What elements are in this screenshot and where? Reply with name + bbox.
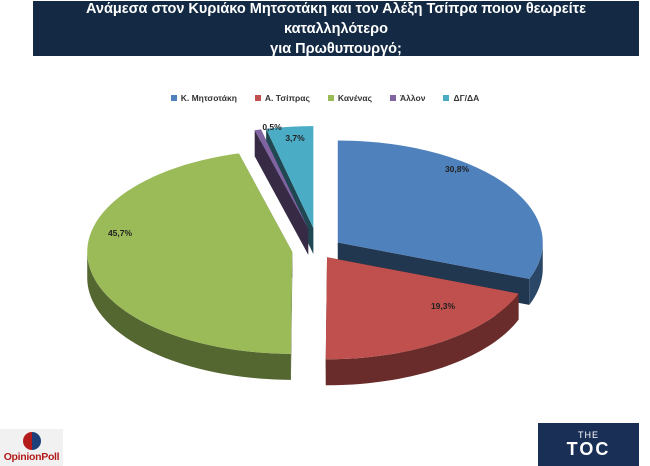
chart-legend: Κ. Μητσοτάκη Α. Τσίπρας Κανένας Άλλον ΔΓ/ΔΑ <box>0 93 650 103</box>
pie-slice-wall <box>290 251 293 380</box>
data-label: 30,8% <box>445 164 470 174</box>
data-label: 3,7% <box>285 133 305 143</box>
legend-swatch <box>390 95 397 101</box>
pie-slice-top <box>325 257 519 360</box>
legend-item: Άλλον <box>390 93 425 103</box>
legend-label: Κ. Μητσοτάκη <box>180 93 237 103</box>
legend-item: ΔΓ/ΔΑ <box>443 93 479 103</box>
pie-slice-top <box>87 153 293 354</box>
data-label: 0,5% <box>262 122 282 132</box>
title-banner: Ανάμεσα στον Κυριάκο Μητσοτάκη και τον Α… <box>33 0 639 57</box>
data-label: 19,3% <box>431 301 456 311</box>
data-label: 45,7% <box>108 228 133 238</box>
pie-slice-top <box>266 126 314 229</box>
opinionpoll-logo-text: OpinionPoll <box>3 451 60 463</box>
pie-slice-top <box>254 129 309 229</box>
legend-item: Κ. Μητσοτάκη <box>170 93 237 103</box>
pie-slice-rim <box>325 293 519 386</box>
opinionpoll-logo-icon <box>23 432 41 450</box>
pie-slice-rim <box>529 242 543 305</box>
the-toc-logo-small: THE <box>578 430 599 440</box>
legend-label: Κανένας <box>337 93 373 103</box>
chart-title: Ανάμεσα στον Κυριάκο Μητσοτάκη και τον Α… <box>85 0 587 57</box>
legend-label: Α. Τσίπρας <box>264 93 310 103</box>
legend-item: Α. Τσίπρας <box>254 93 310 103</box>
legend-swatch <box>443 95 450 101</box>
pie-slice <box>87 153 293 380</box>
pie-slice-top <box>337 140 543 279</box>
legend-swatch <box>170 95 177 101</box>
legend-item: Κανένας <box>327 93 373 103</box>
legend-swatch <box>254 95 261 101</box>
pie-slice-rim <box>87 251 291 380</box>
legend-swatch <box>327 95 334 101</box>
opinionpoll-logo: OpinionPoll <box>0 429 63 466</box>
legend-label: ΔΓ/ΔΑ <box>453 93 480 103</box>
the-toc-logo: THE TOC <box>538 423 639 466</box>
the-toc-logo-big: TOC <box>566 439 611 459</box>
pie-slice <box>254 129 309 255</box>
legend-label: Άλλον <box>400 93 426 103</box>
pie-slice <box>325 257 519 386</box>
